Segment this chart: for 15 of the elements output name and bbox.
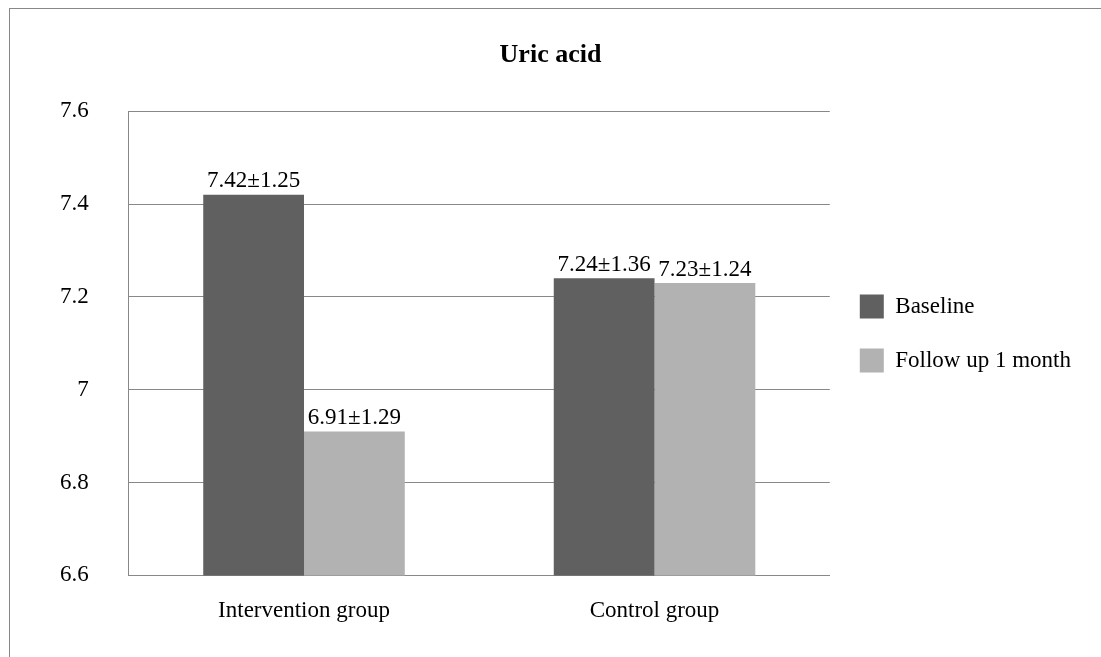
chart-title: Uric acid bbox=[499, 39, 602, 69]
legend-label: Baseline bbox=[895, 292, 975, 318]
x-tick-label: Control group bbox=[589, 597, 720, 623]
data-label: 7.24±1.36 bbox=[557, 250, 651, 276]
x-tick-label: Intervention group bbox=[218, 597, 390, 623]
y-tick-label: 7.6 bbox=[60, 97, 89, 123]
y-tick-label: 6.6 bbox=[60, 561, 89, 587]
y-tick-label: 7 bbox=[77, 375, 89, 401]
y-tick-label: 7.4 bbox=[60, 190, 90, 216]
y-tick-label: 7.2 bbox=[60, 282, 89, 308]
legend-label: Follow up 1 month bbox=[895, 346, 1072, 372]
y-tick-label: 6.8 bbox=[60, 468, 89, 494]
data-label: 6.91±1.29 bbox=[307, 404, 401, 430]
data-label: 7.42±1.25 bbox=[207, 167, 301, 193]
data-label: 7.23±1.24 bbox=[658, 255, 752, 281]
